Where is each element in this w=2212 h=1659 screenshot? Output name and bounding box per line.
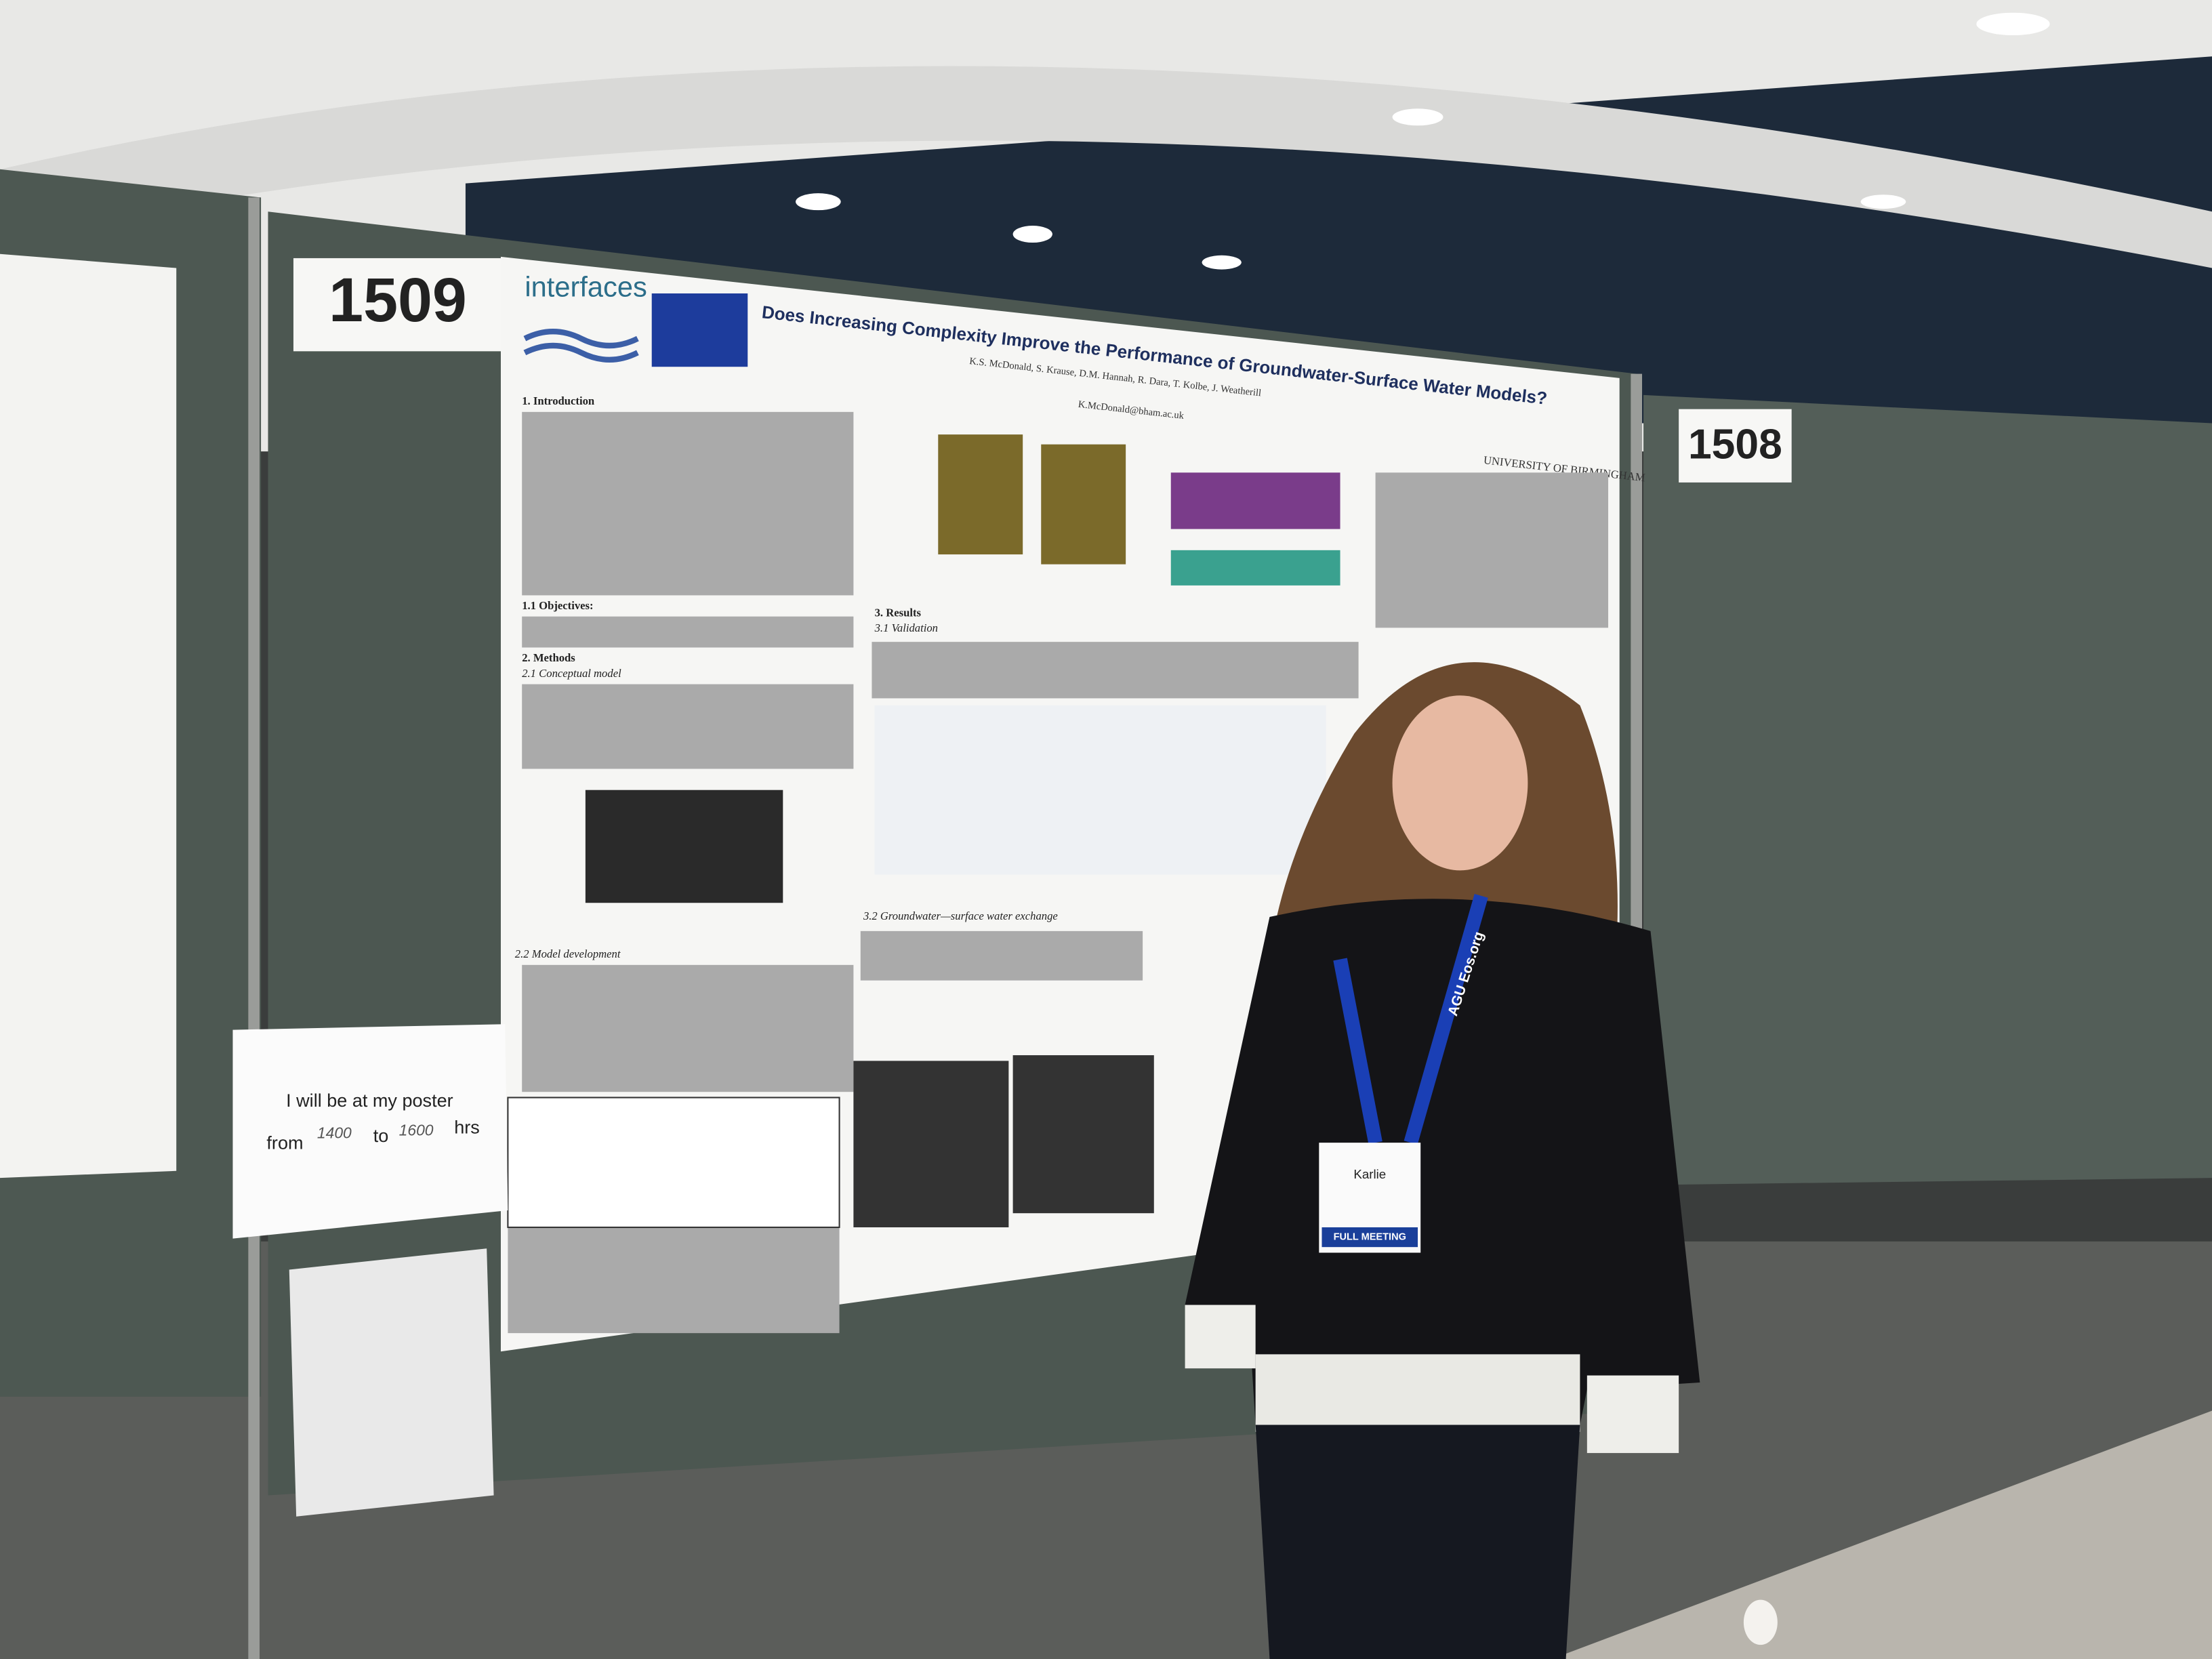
booth-number: 1509 <box>329 266 467 335</box>
section-heading: 2.2 Model development <box>515 947 621 960</box>
sign-text: I will be at my poster <box>286 1090 453 1111</box>
booth-number: 1508 <box>1688 420 1782 468</box>
section-heading: 3.1 Validation <box>874 621 938 634</box>
availability-sign <box>232 1024 508 1239</box>
lanyard <box>1333 893 1488 1145</box>
right-board <box>1643 394 2212 1185</box>
cuff <box>1185 1305 1256 1369</box>
face <box>1392 695 1528 871</box>
section-heading: 2. Methods <box>522 651 575 664</box>
eu-flag <box>651 293 748 367</box>
sweater <box>1185 899 1700 1425</box>
sign-text: from <box>266 1132 303 1153</box>
sign-end: 1600 <box>399 1122 434 1139</box>
sign-text: to <box>373 1126 389 1146</box>
booth-sign <box>293 258 503 352</box>
sign-start: 1400 <box>317 1124 352 1142</box>
section-heading: 2.1 Conceptual model <box>522 667 621 680</box>
sign-text: hrs <box>454 1117 480 1137</box>
figures <box>507 434 1340 1229</box>
section-heading: 3. Results <box>875 606 922 619</box>
trousers <box>1255 1425 1580 1659</box>
badge-name: Karlie <box>1353 1167 1386 1181</box>
section-heading: 1. Introduction <box>522 394 594 407</box>
booth-sign <box>1679 409 1792 483</box>
left-poster <box>0 253 177 1179</box>
handout <box>289 1248 494 1517</box>
concrete-floor <box>1551 1410 2212 1659</box>
badge-band <box>1322 1227 1418 1248</box>
badge-meeting: FULL MEETING <box>1334 1231 1406 1242</box>
shirt-hem <box>1255 1354 1580 1432</box>
text-blocks <box>508 411 1609 1334</box>
poster-logo: interfaces <box>525 271 647 303</box>
logo-waves <box>523 329 639 363</box>
section-heading: 3.2 Groundwater—surface water exchange <box>863 909 1058 922</box>
cuff <box>1586 1375 1679 1454</box>
arch <box>0 66 2212 268</box>
cup <box>1743 1599 1778 1645</box>
section-heading: 1.1 Objectives: <box>522 599 593 612</box>
lights <box>796 12 2050 270</box>
